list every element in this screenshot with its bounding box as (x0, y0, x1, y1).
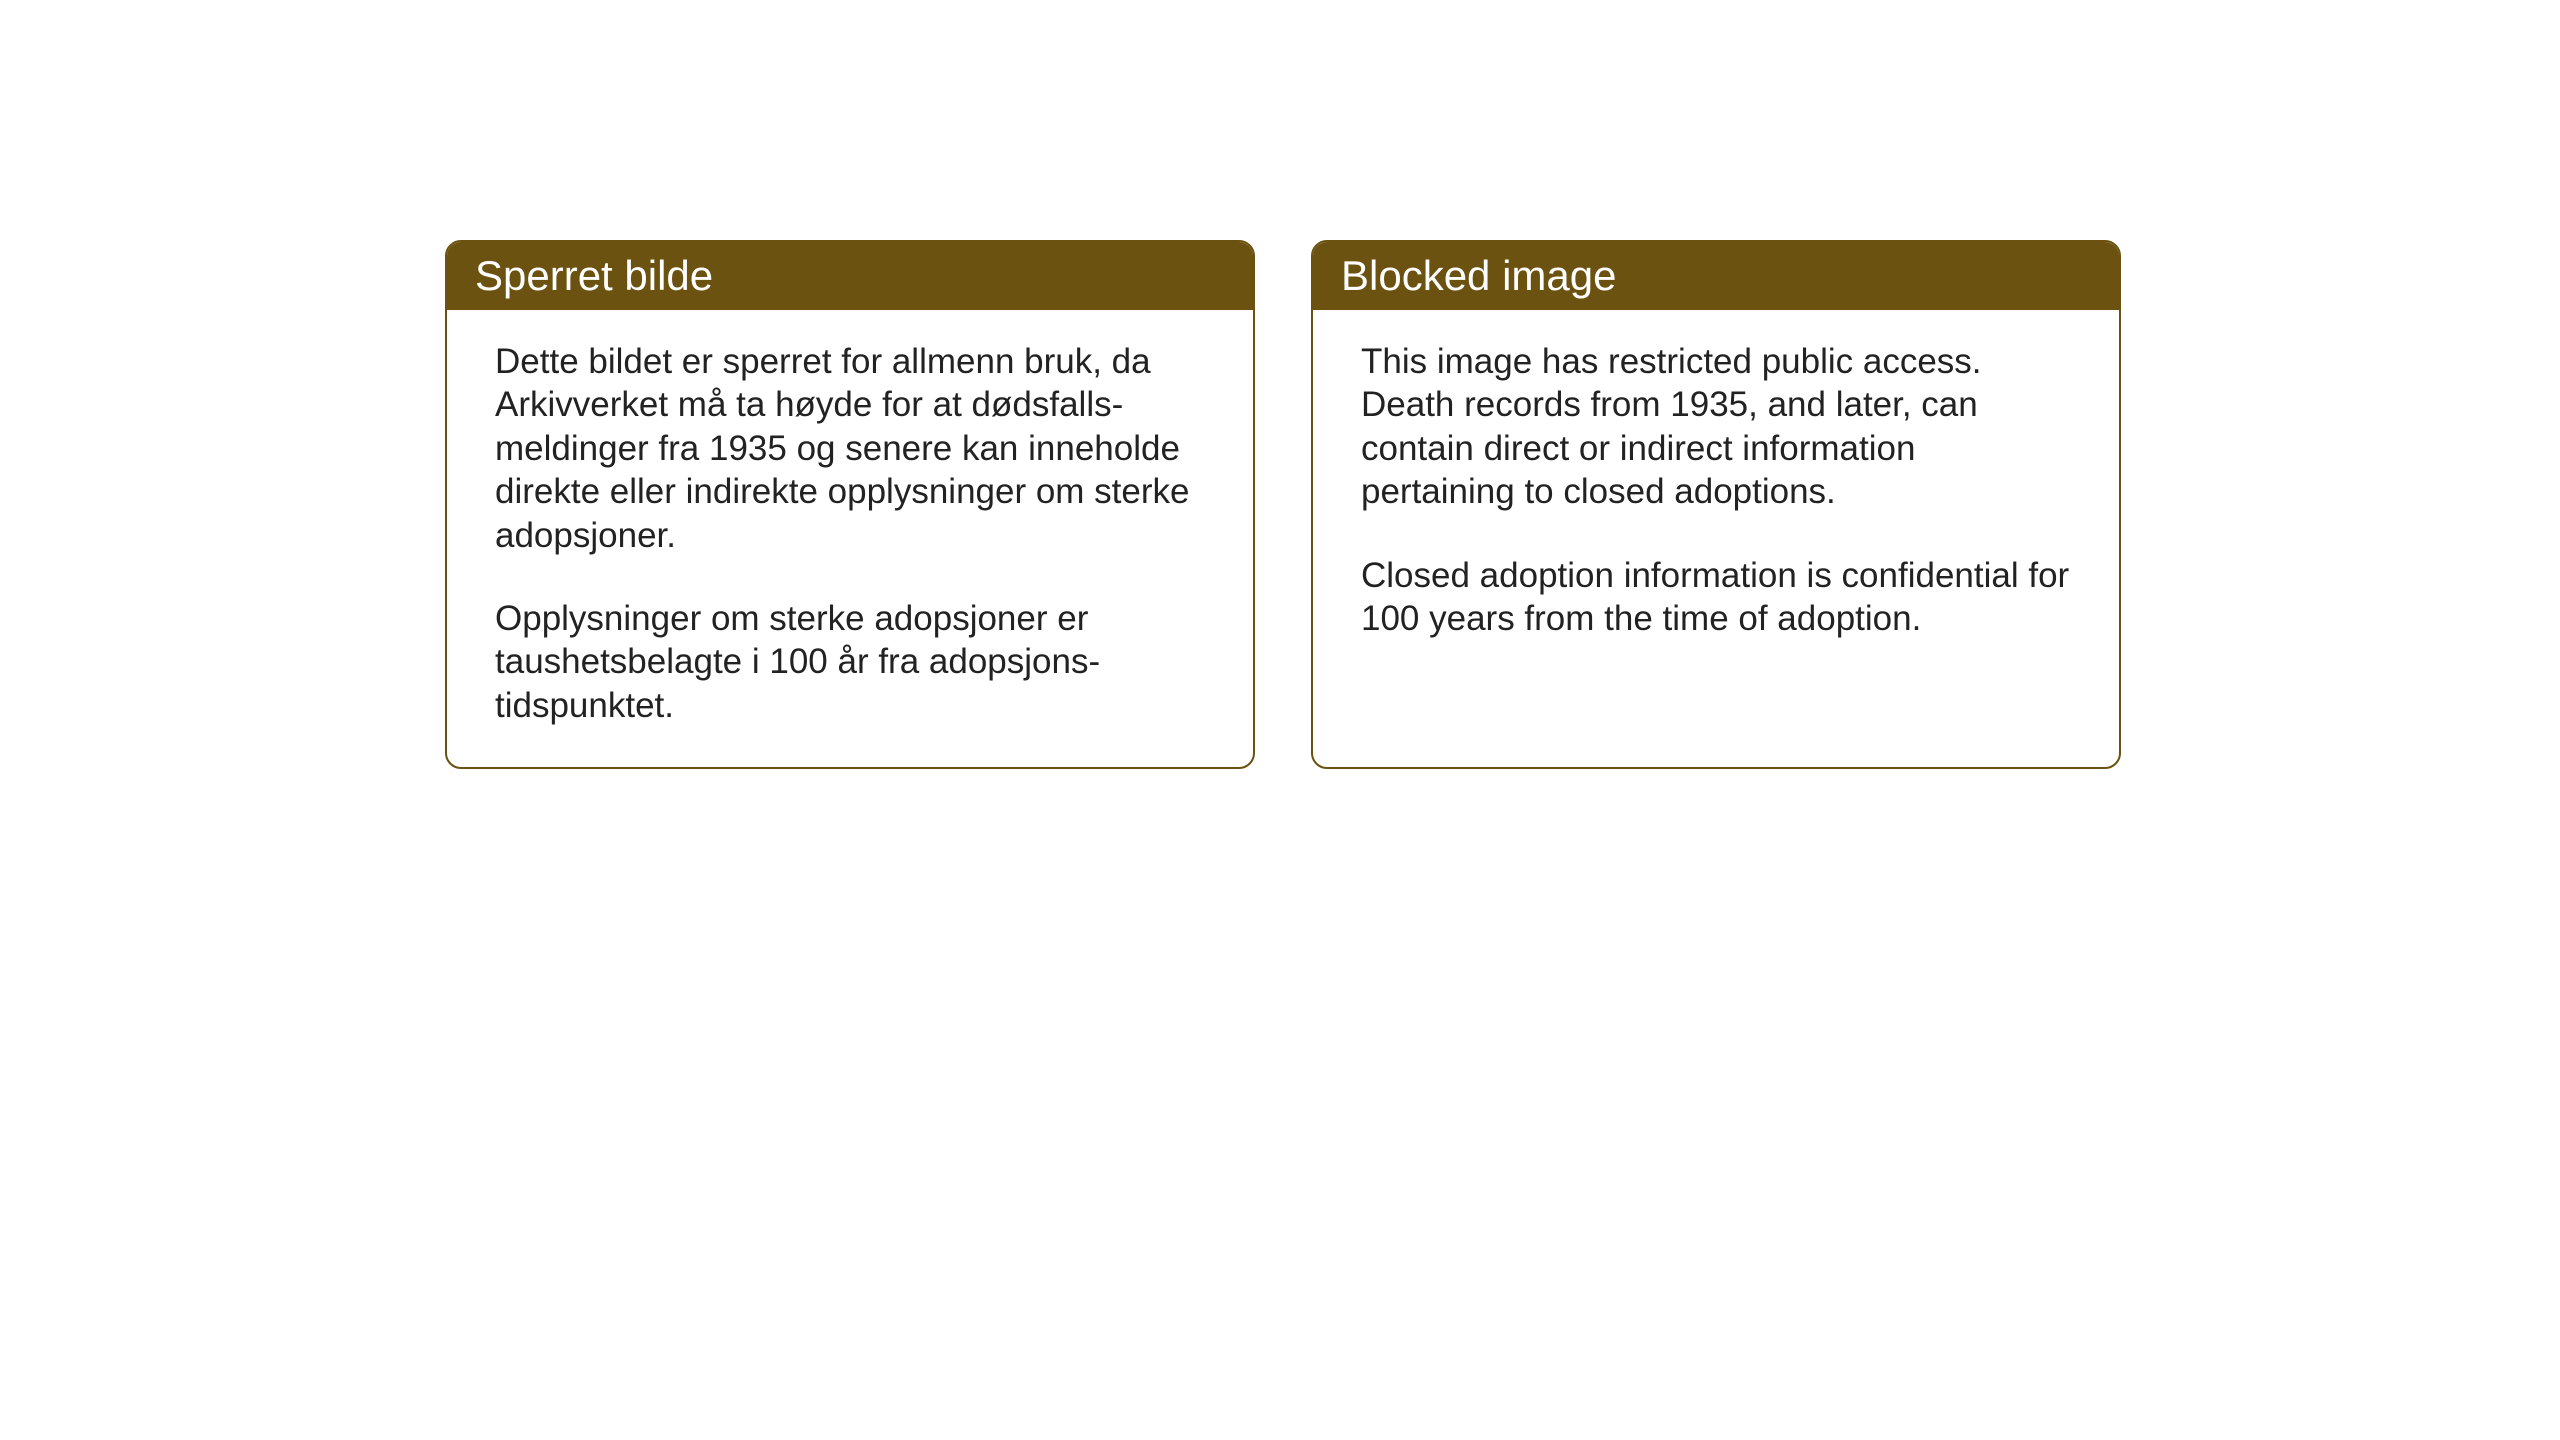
english-paragraph-2: Closed adoption information is confident… (1361, 554, 2071, 641)
norwegian-card-body: Dette bildet er sperret for allmenn bruk… (447, 310, 1253, 767)
english-card-title: Blocked image (1341, 252, 1616, 299)
norwegian-card-header: Sperret bilde (447, 242, 1253, 310)
notice-cards-container: Sperret bilde Dette bildet er sperret fo… (445, 240, 2121, 769)
english-card-body: This image has restricted public access.… (1313, 310, 2119, 680)
english-notice-card: Blocked image This image has restricted … (1311, 240, 2121, 769)
norwegian-notice-card: Sperret bilde Dette bildet er sperret fo… (445, 240, 1255, 769)
norwegian-paragraph-1: Dette bildet er sperret for allmenn bruk… (495, 340, 1205, 557)
norwegian-paragraph-2: Opplysninger om sterke adopsjoner er tau… (495, 597, 1205, 727)
english-paragraph-1: This image has restricted public access.… (1361, 340, 2071, 514)
norwegian-card-title: Sperret bilde (475, 252, 713, 299)
english-card-header: Blocked image (1313, 242, 2119, 310)
